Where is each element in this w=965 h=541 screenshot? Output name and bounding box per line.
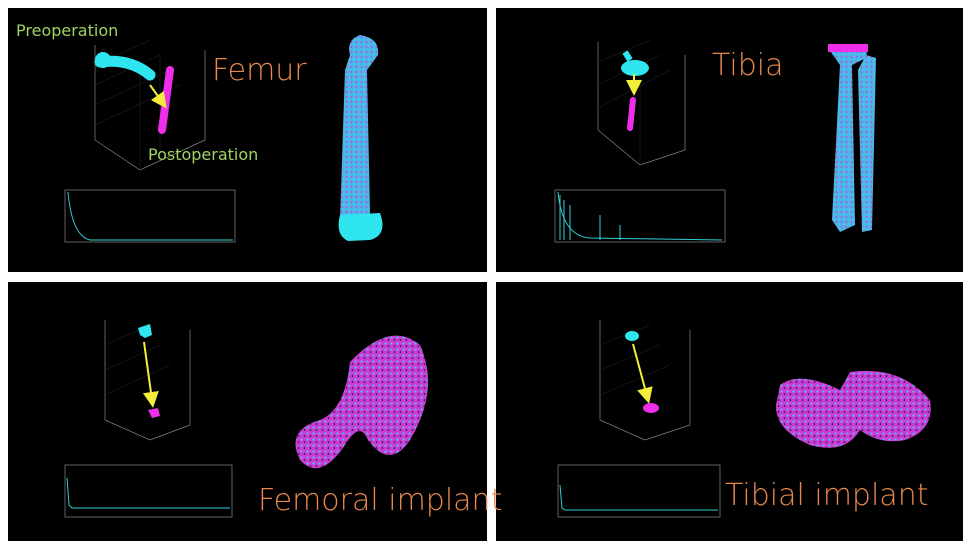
tibia-preop [621, 60, 649, 76]
implant-preop [625, 331, 639, 341]
panel [8, 8, 487, 272]
femur-head [95, 52, 111, 68]
panel-title: Femur [212, 53, 307, 88]
tibia-postop [630, 100, 633, 128]
implant-postop [643, 403, 659, 413]
figure: Preoperation Postoperation Femur Tibia [0, 0, 965, 541]
panel-title: Femoral implant [258, 483, 502, 518]
annotation: Preoperation [16, 21, 118, 40]
femur-condyle [339, 213, 383, 241]
tibia-plateau [828, 44, 868, 52]
tibia-preop [625, 52, 630, 60]
panel-title: Tibia [712, 48, 784, 83]
page: {"panels": [ {"title": "Femur", "annotat… [0, 0, 965, 541]
panel-title: Tibial implant [725, 478, 928, 513]
tibial-implant-model [776, 371, 931, 448]
annotation: Postoperation [148, 145, 258, 164]
